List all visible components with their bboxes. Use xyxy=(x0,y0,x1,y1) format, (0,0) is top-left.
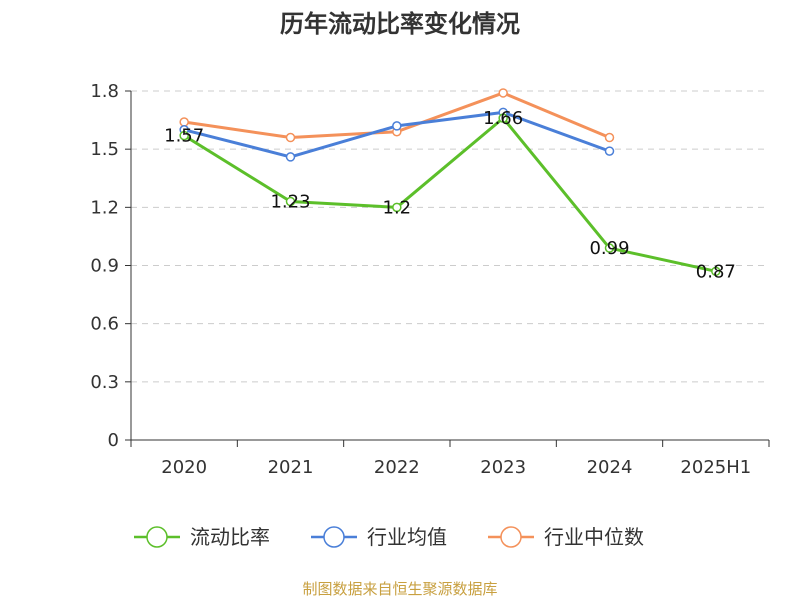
legend-marker xyxy=(146,526,168,548)
data-point xyxy=(392,121,402,131)
x-tick-label: 2024 xyxy=(587,457,633,478)
legend-label: 行业中位数 xyxy=(544,525,644,549)
data-point xyxy=(392,202,402,213)
data-point xyxy=(604,243,615,253)
data-point xyxy=(604,132,615,143)
legend-label: 流动比率 xyxy=(190,525,270,549)
x-tick-label: 2025H1 xyxy=(680,457,751,478)
data-label: 0.99 xyxy=(589,238,629,259)
x-tick-label: 2022 xyxy=(374,457,420,478)
x-tick-label: 2023 xyxy=(480,457,526,478)
data-label: 1.66 xyxy=(483,108,523,129)
data-point xyxy=(498,88,508,98)
data-point xyxy=(285,152,296,162)
data-label: 1.57 xyxy=(164,126,204,147)
data-point xyxy=(285,132,296,143)
y-tick-label: 1.8 xyxy=(90,81,119,102)
y-tick-label: 0.6 xyxy=(90,314,119,335)
legend-label: 行业均值 xyxy=(367,525,447,549)
data-point xyxy=(179,130,189,141)
chart-title: 历年流动比率变化情况 xyxy=(280,10,520,38)
y-tick-label: 0.9 xyxy=(90,256,119,277)
data-point xyxy=(604,146,615,156)
series-line-0 xyxy=(183,116,717,273)
data-labels: 1.57 1.23 1.2 1.66 0.99 0.87 xyxy=(164,108,736,282)
y-tick-label: 1.5 xyxy=(90,139,119,160)
x-tick-label: 2021 xyxy=(268,457,314,478)
data-point xyxy=(711,266,721,277)
axes: 0 0.3 0.6 0.9 1.2 1.5 1.8 2020 2021 2022 2023 2024 2… xyxy=(90,81,770,478)
data-point xyxy=(285,196,296,207)
y-tick-label: 0 xyxy=(108,430,119,451)
legend-marker xyxy=(500,526,522,548)
grid xyxy=(131,90,769,383)
y-tick-label: 0.3 xyxy=(90,372,119,393)
legend-item-0[interactable]: 流动比率 xyxy=(134,525,270,549)
data-label: 0.87 xyxy=(696,261,736,282)
y-tick-label: 1.2 xyxy=(90,197,119,218)
x-tick-label: 2020 xyxy=(161,457,207,478)
source-note: 制图数据来自恒生聚源数据库 xyxy=(302,580,497,598)
legend-marker xyxy=(323,526,345,548)
legend-item-2[interactable]: 行业中位数 xyxy=(488,525,644,549)
data-label: 1.2 xyxy=(383,197,412,218)
data-label: 1.23 xyxy=(270,192,310,213)
legend-item-1[interactable]: 行业均值 xyxy=(311,525,447,549)
legend[interactable]: 流动比率 行业均值 行业中位数 xyxy=(134,525,644,549)
series-layer xyxy=(179,88,721,277)
data-point xyxy=(498,113,508,123)
